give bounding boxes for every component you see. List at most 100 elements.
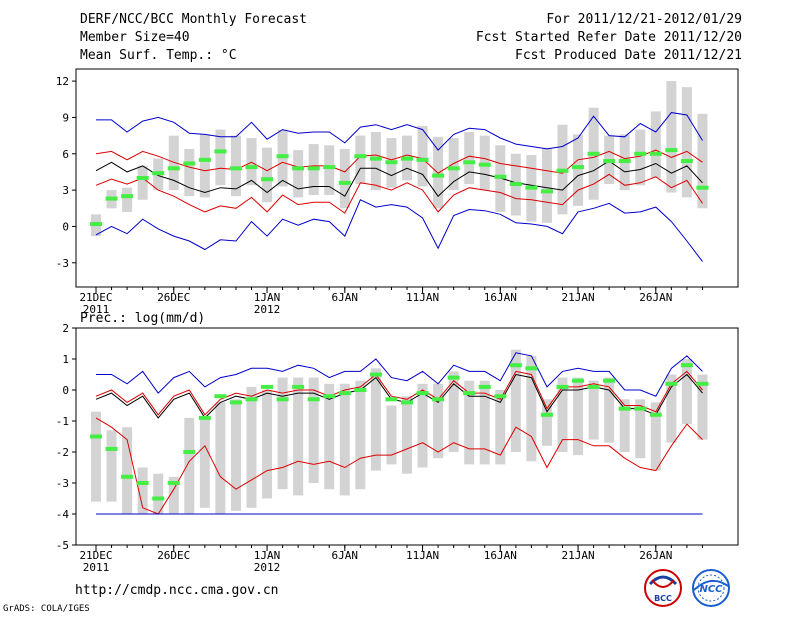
median-marker: [369, 372, 382, 377]
spread-bar: [697, 113, 708, 209]
median-marker: [680, 159, 693, 164]
median-marker: [245, 165, 258, 170]
median-marker: [354, 388, 367, 392]
spread-bar: [324, 145, 335, 195]
spread-bar: [355, 135, 366, 185]
spread-bar: [230, 399, 241, 511]
median-marker: [494, 174, 507, 179]
spread-bar: [246, 386, 257, 508]
median-marker: [649, 151, 662, 156]
median-marker: [354, 154, 367, 159]
precipitation-label: Prec.: log(mm/d): [80, 311, 206, 326]
median-marker: [276, 154, 289, 159]
median-marker: [214, 149, 227, 154]
spread-bar: [293, 150, 304, 198]
x-tick-label: 21JAN: [561, 549, 594, 562]
series-line-upper-inner-bound: [95, 370, 703, 416]
median-marker: [105, 196, 118, 201]
x-tick-sublabel: 2011: [83, 303, 110, 316]
spread-bar: [604, 377, 615, 443]
spread-bar: [666, 81, 677, 193]
median-marker: [478, 384, 491, 389]
spread-bar: [308, 377, 319, 483]
median-marker: [369, 156, 382, 161]
median-marker: [261, 177, 274, 182]
y-tick-label: 12: [56, 75, 69, 88]
median-marker: [401, 400, 413, 405]
median-marker: [603, 378, 616, 383]
spread-bar: [573, 134, 584, 206]
ncc-logo-text: NCC: [699, 584, 723, 595]
x-tick-sublabel: 2012: [254, 303, 281, 316]
spread-bar: [122, 187, 133, 212]
produced-date: Fcst Produced Date 2011/12/21: [515, 48, 742, 63]
median-marker: [525, 185, 538, 190]
median-marker: [478, 162, 491, 167]
grads-credit: GrADS: COLA/IGES: [3, 604, 90, 614]
median-marker: [183, 161, 196, 166]
median-marker: [416, 157, 429, 162]
bcc-logo-text: BCC: [654, 594, 672, 603]
median-marker: [587, 384, 600, 389]
y-tick-label: 6: [62, 148, 69, 161]
median-marker: [323, 394, 336, 399]
y-tick-label: 2: [62, 322, 69, 335]
spread-bar: [153, 473, 164, 514]
median-marker: [463, 391, 476, 396]
spread-bar: [137, 467, 148, 514]
spread-bar: [573, 377, 584, 456]
x-tick-label: 26DEC: [157, 549, 190, 562]
spread-bar: [262, 147, 273, 203]
median-marker: [152, 171, 165, 176]
median-marker: [229, 400, 242, 405]
spread-bar: [137, 165, 148, 200]
median-marker: [105, 446, 118, 451]
bcc-logo-icon: BCC: [644, 569, 682, 607]
spread-bar: [386, 405, 397, 465]
y-tick-label: 3: [62, 184, 69, 197]
x-tick-sublabel: 2011: [83, 561, 110, 574]
series-line-lower-inner-bound: [95, 173, 703, 214]
median-marker: [665, 148, 678, 153]
median-marker: [385, 397, 398, 402]
x-tick-label: 1JAN: [254, 549, 281, 562]
x-tick-label: 26JAN: [639, 549, 672, 562]
median-marker: [385, 160, 398, 165]
spread-bar: [184, 417, 195, 514]
series-line-minimum: [95, 199, 703, 262]
spread-bar: [355, 380, 366, 490]
member-size-label: Member Size=40: [80, 30, 190, 45]
median-marker: [261, 384, 274, 389]
median-marker: [572, 165, 585, 170]
median-marker: [121, 194, 134, 199]
x-tick-label: 26JAN: [639, 291, 672, 304]
spread-bar: [370, 131, 381, 191]
spread-bar: [199, 134, 210, 198]
median-marker: [432, 397, 445, 402]
spread-bar: [650, 111, 661, 178]
x-tick-label: 21DEC: [79, 549, 112, 562]
median-marker: [556, 168, 569, 173]
median-marker: [665, 381, 678, 386]
median-marker: [509, 363, 522, 368]
variable-label: Mean Surf. Temp.: °C: [80, 48, 237, 63]
spread-bar: [635, 129, 646, 186]
chart-title: DERF/NCC/BCC Monthly Forecast: [80, 12, 307, 27]
series-line-lower-inner-bound: [95, 417, 703, 515]
median-marker: [696, 185, 709, 190]
median-marker: [416, 391, 429, 396]
median-marker: [90, 434, 102, 439]
spread-bar: [199, 417, 210, 508]
median-marker: [634, 151, 647, 156]
median-marker: [307, 166, 320, 171]
x-tick-label: 21DEC: [79, 291, 112, 304]
spread-bar: [122, 427, 133, 514]
footer-url[interactable]: http://cmdp.ncc.cma.gov.cn: [75, 583, 279, 598]
y-tick-label: 1: [62, 353, 69, 366]
median-marker: [447, 375, 460, 380]
y-tick-label: -5: [56, 539, 69, 552]
spread-bar: [464, 380, 475, 465]
x-tick-label: 21JAN: [561, 291, 594, 304]
